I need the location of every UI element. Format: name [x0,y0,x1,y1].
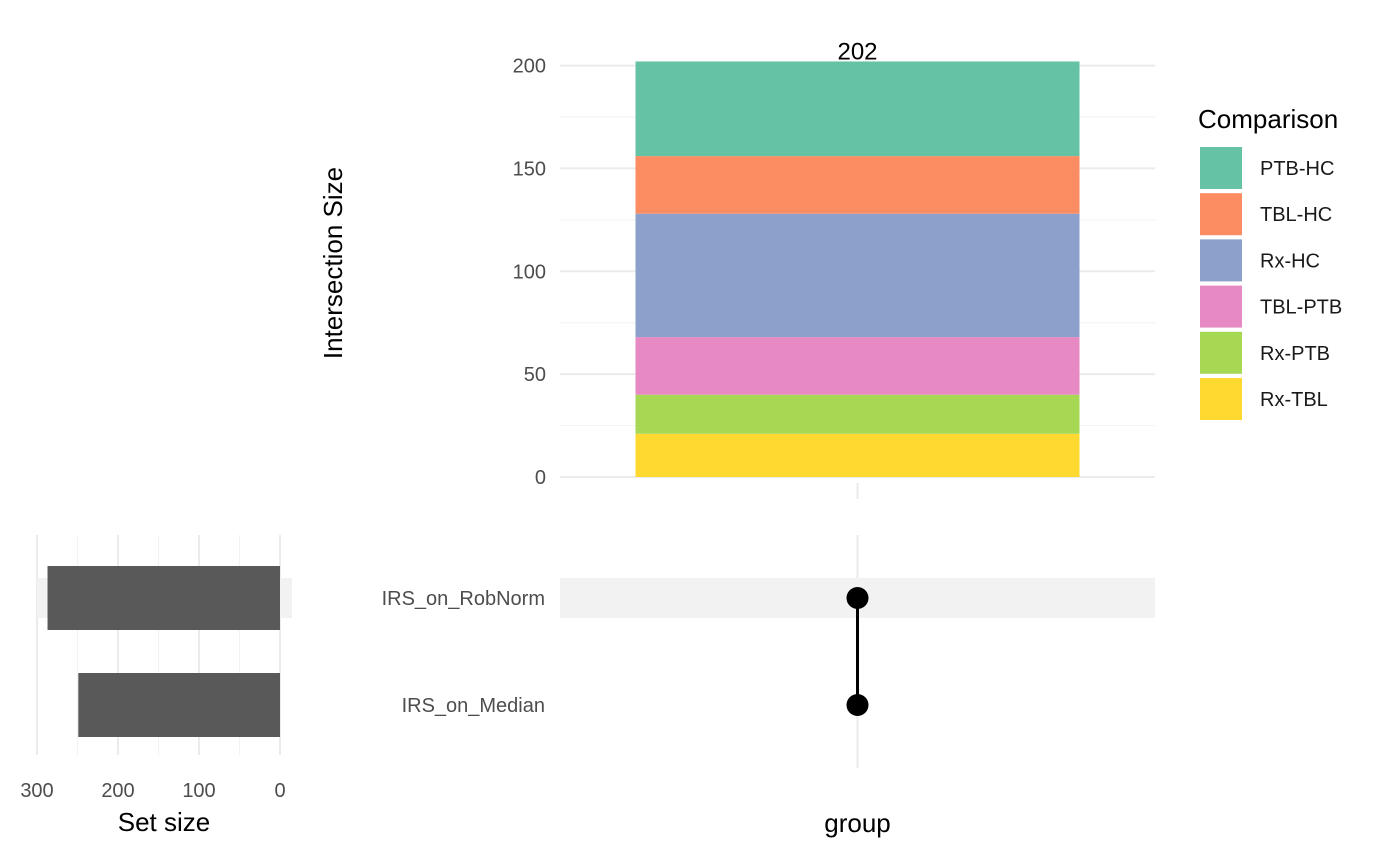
intersection-size-bars [635,61,1080,477]
bar-segment-tbl-hc [635,156,1080,214]
y-tick-label-50: 50 [524,364,546,386]
legend-swatch-ptb-hc [1200,147,1242,189]
legend-swatch-rx-hc [1200,239,1242,282]
matrix-dot-irs-on-median [846,694,869,716]
legend-label-ptb-hc: PTB-HC [1260,158,1334,180]
set-label-irs-on-median: IRS_on_Median [402,695,545,717]
set-size-axis-title: Set size [118,807,211,837]
setsize-tick-label-100: 100 [182,780,215,802]
legend-swatch-rx-tbl [1200,378,1242,420]
legend-label-tbl-hc: TBL-HC [1260,204,1332,226]
set-label-irs-on-robnorm: IRS_on_RobNorm [382,588,545,610]
intersection-size-y-ticks: 0 50 100 150 200 [513,56,546,489]
set-size-panel: 300 200 100 0 [20,535,292,802]
legend-swatch-tbl-hc [1200,193,1242,236]
legend-swatch-rx-ptb [1200,331,1242,374]
setsize-tick-label-0: 0 [274,780,285,802]
legend-label-tbl-ptb: TBL-PTB [1260,297,1342,319]
setsize-bar-irs-on-robnorm [47,566,280,630]
y-tick-label-100: 100 [513,261,546,283]
legend: Comparison PTB-HC TBL-HC Rx-HC TBL-PTB Rx-PT… [1198,104,1342,420]
intersection-matrix: IRS_on_RobNorm IRS_on_Median [382,535,1155,768]
bar-segment-ptb-hc [635,61,1080,157]
bar-segment-rx-ptb [635,394,1080,434]
legend-label-rx-ptb: Rx-PTB [1260,343,1330,365]
legend-title: Comparison [1198,104,1338,134]
setsize-tick-label-200: 200 [101,780,134,802]
y-tick-label-200: 200 [513,56,546,78]
legend-label-rx-tbl: Rx-TBL [1260,389,1328,411]
bar-segment-rx-hc [635,213,1080,338]
legend-label-rx-hc: Rx-HC [1260,250,1320,272]
matrix-x-axis-title: group [824,808,891,838]
y-tick-label-150: 150 [513,158,546,180]
bar-segment-tbl-ptb [635,337,1080,395]
legend-swatch-tbl-ptb [1200,285,1242,328]
bar-segment-rx-tbl [635,433,1080,477]
matrix-dot-irs-on-robnorm [846,587,869,609]
setsize-bar-irs-on-median [78,673,280,737]
intersection-size-axis-title: Intersection Size [318,167,348,359]
setsize-tick-label-300: 300 [20,780,53,802]
y-tick-label-0: 0 [535,467,546,489]
intersection-total-label: 202 [837,38,877,65]
